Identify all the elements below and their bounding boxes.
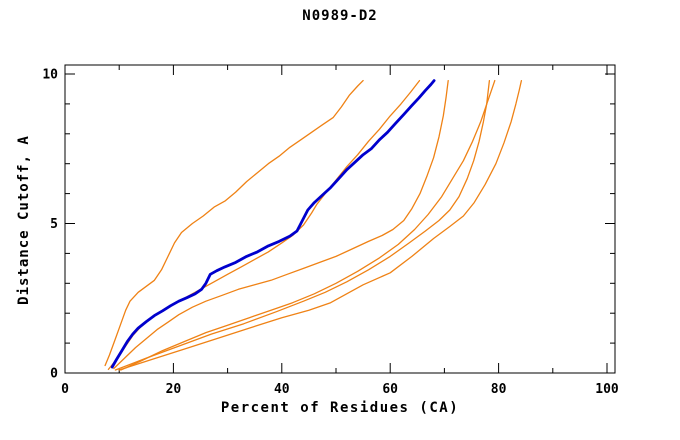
series-model-f [118,79,523,371]
series-model-d [114,79,491,371]
y-tick-label: 10 [42,68,58,83]
series-highlighted-model [110,79,436,369]
series-model-c [113,79,449,370]
x-tick-label: 100 [595,382,619,397]
chart-title: N0989-D2 [302,8,378,24]
x-axis-label: Percent of Residues (CA) [220,400,460,416]
y-tick-label: 0 [50,367,58,382]
x-tick-label: 0 [61,382,69,397]
x-tick-label: 60 [382,382,398,397]
axis-frame [64,64,616,374]
series-model-b [107,79,421,371]
series-model-a [104,79,364,367]
x-tick-label: 40 [274,382,290,397]
y-tick-label: 5 [50,217,58,232]
series-model-e [120,79,496,371]
x-tick-label: 80 [491,382,507,397]
x-tick-label: 20 [166,382,182,397]
